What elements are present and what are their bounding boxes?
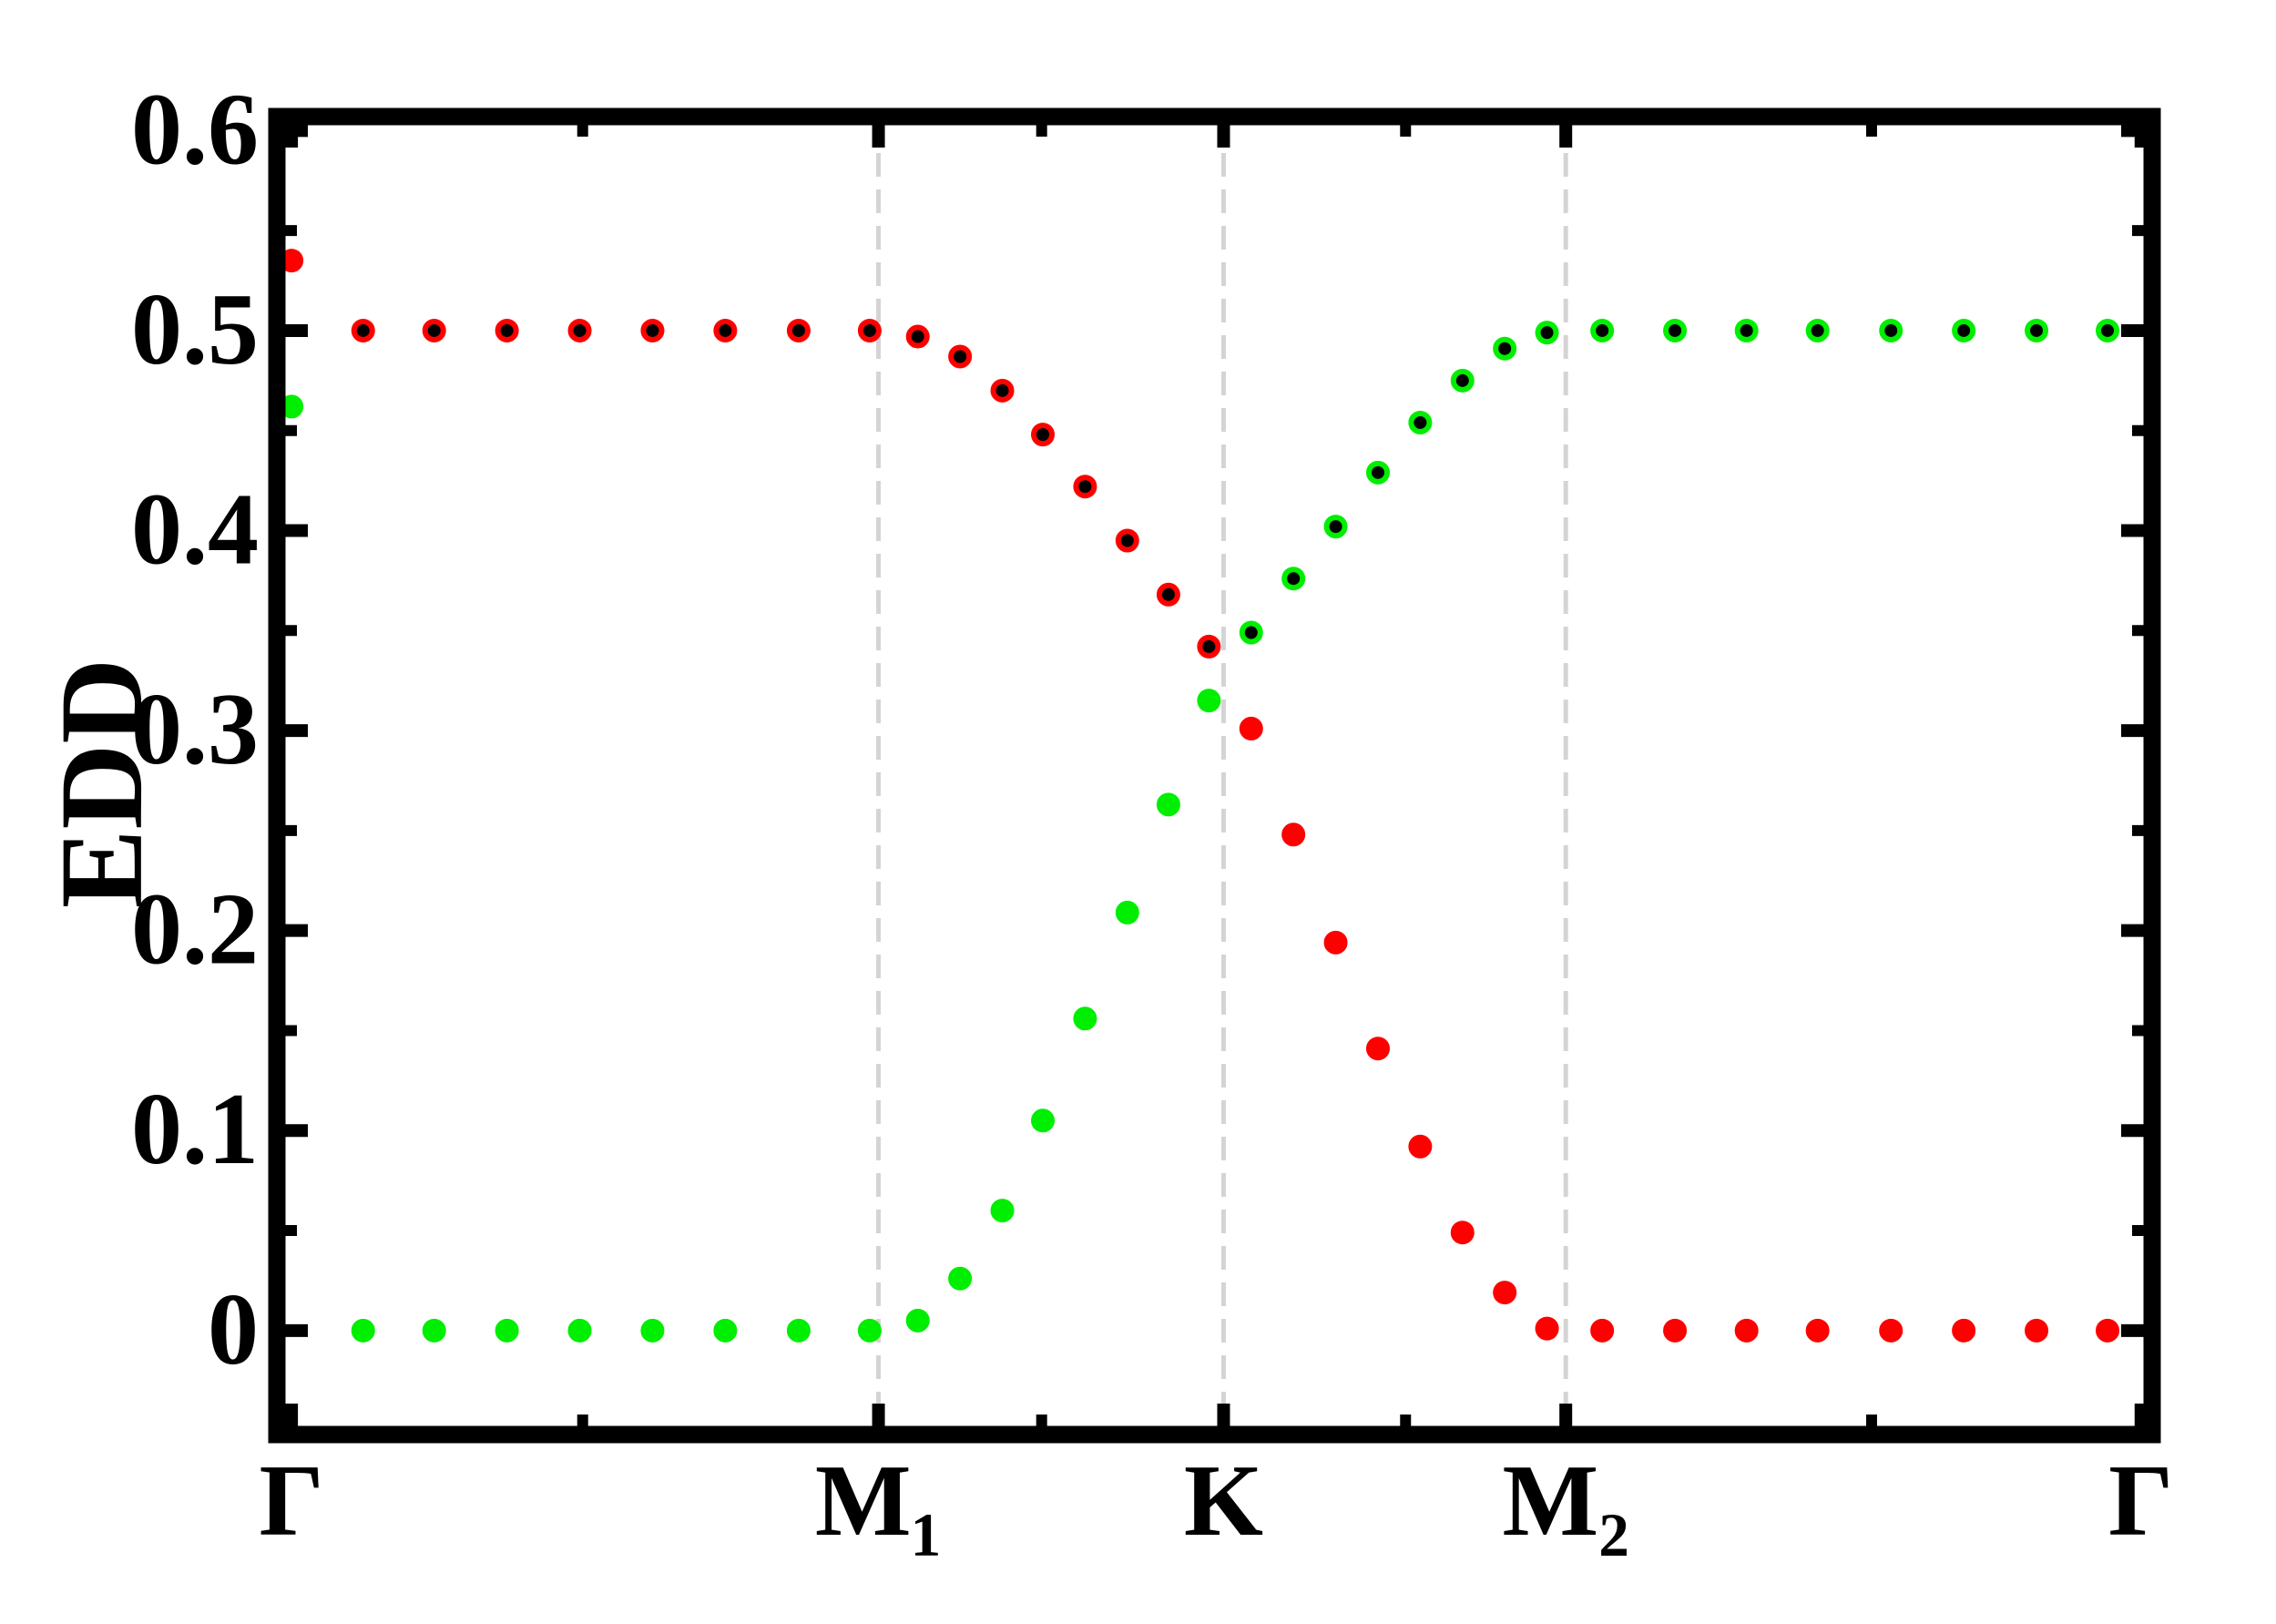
y-tick-label: 0.3 xyxy=(131,673,259,786)
point xyxy=(495,318,519,342)
plot-frame xyxy=(268,107,2161,1444)
x-tick-label: M₁ xyxy=(815,1445,942,1558)
point xyxy=(1663,318,1688,342)
point xyxy=(1239,620,1263,645)
point xyxy=(1952,1318,1976,1343)
x-tick-label: Γ xyxy=(2108,1445,2173,1558)
point xyxy=(905,1308,930,1333)
point xyxy=(1408,1134,1433,1159)
point xyxy=(1734,318,1759,342)
point xyxy=(1535,321,1559,345)
x-tick-label: K xyxy=(1184,1445,1263,1558)
point xyxy=(1590,1318,1615,1343)
y-axis-label: EDD xyxy=(36,659,168,908)
point xyxy=(1323,930,1348,955)
point xyxy=(567,1318,592,1343)
point xyxy=(1952,318,1976,342)
point xyxy=(2025,1318,2049,1343)
y-tick-label: 0.5 xyxy=(131,273,259,386)
point xyxy=(2096,318,2120,342)
y-tick-label: 0.4 xyxy=(131,474,259,587)
point xyxy=(1156,582,1180,607)
point xyxy=(1197,689,1221,713)
point xyxy=(1323,515,1348,539)
point xyxy=(1805,1318,1830,1343)
point xyxy=(1805,318,1830,342)
point xyxy=(1879,318,1903,342)
point xyxy=(1535,1316,1559,1341)
point xyxy=(422,318,446,342)
point xyxy=(1450,1221,1475,1245)
point xyxy=(1156,792,1180,817)
point xyxy=(990,1199,1015,1223)
point xyxy=(1590,318,1615,342)
point xyxy=(2096,1318,2120,1343)
point xyxy=(2025,318,2049,342)
point xyxy=(1408,410,1433,434)
point xyxy=(1493,336,1517,361)
point xyxy=(1031,423,1055,447)
point xyxy=(1073,475,1097,499)
point xyxy=(351,1318,375,1343)
point xyxy=(1734,1318,1759,1343)
point xyxy=(1115,528,1139,553)
point xyxy=(786,318,811,342)
point xyxy=(713,318,738,342)
x-tick-label: M₂ xyxy=(1503,1445,1629,1558)
point xyxy=(713,1318,738,1343)
point xyxy=(1365,460,1390,485)
point xyxy=(640,318,665,342)
y-tick-label: 0.1 xyxy=(131,1073,259,1186)
point xyxy=(948,344,973,369)
point xyxy=(990,378,1015,403)
point xyxy=(1073,1006,1097,1031)
point xyxy=(351,318,375,342)
point xyxy=(857,318,882,342)
point xyxy=(1879,1318,1903,1343)
y-tick-label: 0.2 xyxy=(131,873,259,986)
y-tick-label: 0 xyxy=(208,1273,259,1386)
point xyxy=(640,1318,665,1343)
point xyxy=(857,1318,882,1343)
point xyxy=(422,1318,446,1343)
point xyxy=(495,1318,519,1343)
point xyxy=(1197,634,1221,659)
point xyxy=(1450,368,1475,393)
point xyxy=(567,318,592,342)
point xyxy=(1115,900,1139,924)
x-tick-label: Γ xyxy=(259,1445,323,1558)
point xyxy=(1239,716,1263,741)
point xyxy=(1031,1108,1055,1133)
point xyxy=(905,324,930,349)
y-tick-label: 0.6 xyxy=(131,73,259,186)
point xyxy=(786,1318,811,1343)
point xyxy=(948,1266,973,1291)
point xyxy=(1493,1281,1517,1305)
point xyxy=(1281,567,1306,591)
point xyxy=(1281,822,1306,847)
point xyxy=(1663,1318,1688,1343)
point xyxy=(1365,1037,1390,1061)
